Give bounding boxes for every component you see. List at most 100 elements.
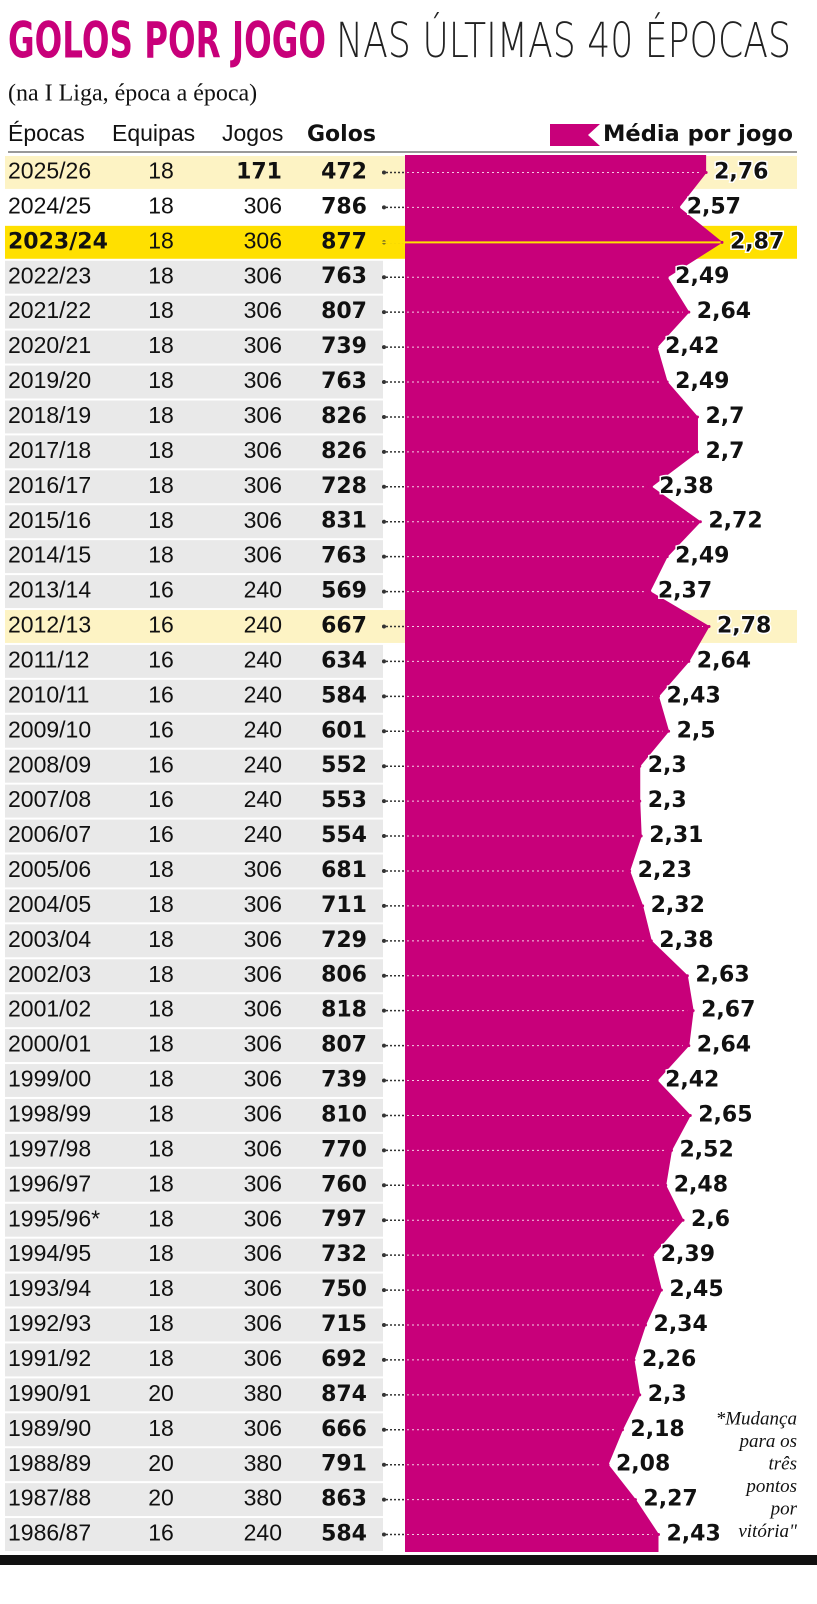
season: 1994/95 [8, 1240, 91, 1266]
season: 2025/26 [8, 158, 91, 184]
value-point [633, 1498, 637, 1502]
games: 380 [244, 1380, 282, 1406]
row-background [5, 994, 383, 1028]
value-point [687, 310, 691, 314]
season: 1987/88 [8, 1485, 91, 1511]
teams: 18 [148, 1170, 174, 1196]
games: 306 [244, 402, 282, 428]
season: 2008/09 [8, 751, 91, 777]
value-point [638, 799, 642, 803]
leader-dot [382, 1078, 386, 1083]
value-label: 2,64 [697, 299, 751, 324]
teams: 16 [148, 577, 174, 603]
value-point [665, 380, 669, 384]
teams: 18 [148, 332, 174, 358]
teams: 18 [148, 472, 174, 498]
teams: 16 [148, 786, 174, 812]
row-background [5, 784, 383, 818]
season: 1989/90 [8, 1415, 91, 1441]
leader-dot [382, 799, 386, 804]
games: 240 [244, 577, 282, 603]
value-point [649, 939, 653, 943]
value-point [691, 1009, 695, 1013]
teams: 18 [148, 507, 174, 533]
column-header: Jogos [222, 120, 283, 146]
value-point [628, 869, 632, 873]
legend-label: Média por jogo [603, 122, 793, 147]
value-point [698, 520, 702, 524]
value-label: 2,64 [697, 1033, 751, 1058]
row-background [5, 260, 383, 294]
goals: 874 [321, 1382, 367, 1407]
season: 2011/12 [8, 646, 89, 672]
games: 306 [244, 1101, 282, 1127]
area-edge [607, 172, 723, 1535]
goals: 763 [321, 544, 367, 569]
games: 306 [244, 472, 282, 498]
column-header: Épocas [8, 120, 85, 146]
row-background [5, 644, 383, 678]
season: 1990/91 [8, 1380, 91, 1406]
games: 306 [244, 856, 282, 882]
value-point [677, 205, 681, 209]
teams: 18 [148, 542, 174, 568]
goals: 863 [321, 1487, 367, 1512]
season: 1991/92 [8, 1345, 91, 1371]
games: 240 [244, 646, 282, 672]
row-background [5, 1378, 383, 1412]
teams: 20 [148, 1485, 174, 1511]
leader-dot [382, 484, 386, 489]
value-label: 2,3 [648, 1382, 687, 1407]
row-background [5, 330, 383, 364]
goals: 806 [321, 963, 367, 988]
games: 306 [244, 437, 282, 463]
value-label: 2,49 [675, 369, 729, 394]
leader-dot [382, 694, 386, 699]
value-point [664, 1183, 668, 1187]
row-background [5, 819, 383, 853]
games: 240 [244, 1520, 282, 1546]
row-background [5, 854, 383, 888]
leader-dot [382, 1043, 386, 1048]
games: 306 [244, 891, 282, 917]
value-point [657, 1533, 661, 1537]
season: 2024/25 [8, 192, 91, 218]
games: 306 [244, 542, 282, 568]
row-background [5, 679, 383, 713]
games: 240 [244, 751, 282, 777]
season: 2002/03 [8, 961, 91, 987]
value-point [665, 275, 669, 279]
goals: 763 [321, 264, 367, 289]
teams: 16 [148, 646, 174, 672]
column-header: Golos [307, 122, 376, 147]
value-point [685, 974, 689, 978]
value-point [695, 415, 699, 419]
row-background [5, 1029, 383, 1063]
column-header: Equipas [112, 120, 195, 146]
leader-dot [382, 1183, 386, 1188]
value-label: 2,63 [695, 963, 749, 988]
season: 2006/07 [8, 821, 91, 847]
season: 2005/06 [8, 856, 91, 882]
teams: 18 [148, 297, 174, 323]
row-background [5, 924, 383, 958]
value-point [641, 904, 645, 908]
row-background [5, 435, 383, 469]
value-point [667, 729, 671, 733]
teams: 18 [148, 1066, 174, 1092]
leader-dot [382, 519, 386, 524]
season: 2019/20 [8, 367, 91, 393]
games: 240 [244, 681, 282, 707]
season: 1988/89 [8, 1450, 91, 1476]
value-point [648, 590, 652, 594]
value-label: 2,18 [630, 1417, 684, 1442]
season: 2017/18 [8, 437, 91, 463]
goals: 810 [321, 1102, 367, 1127]
games: 306 [244, 1275, 282, 1301]
teams: 18 [148, 1031, 174, 1057]
teams: 18 [148, 158, 174, 184]
season: 2014/15 [8, 542, 91, 568]
leader-dot [382, 554, 386, 559]
season: 2001/02 [8, 996, 91, 1022]
